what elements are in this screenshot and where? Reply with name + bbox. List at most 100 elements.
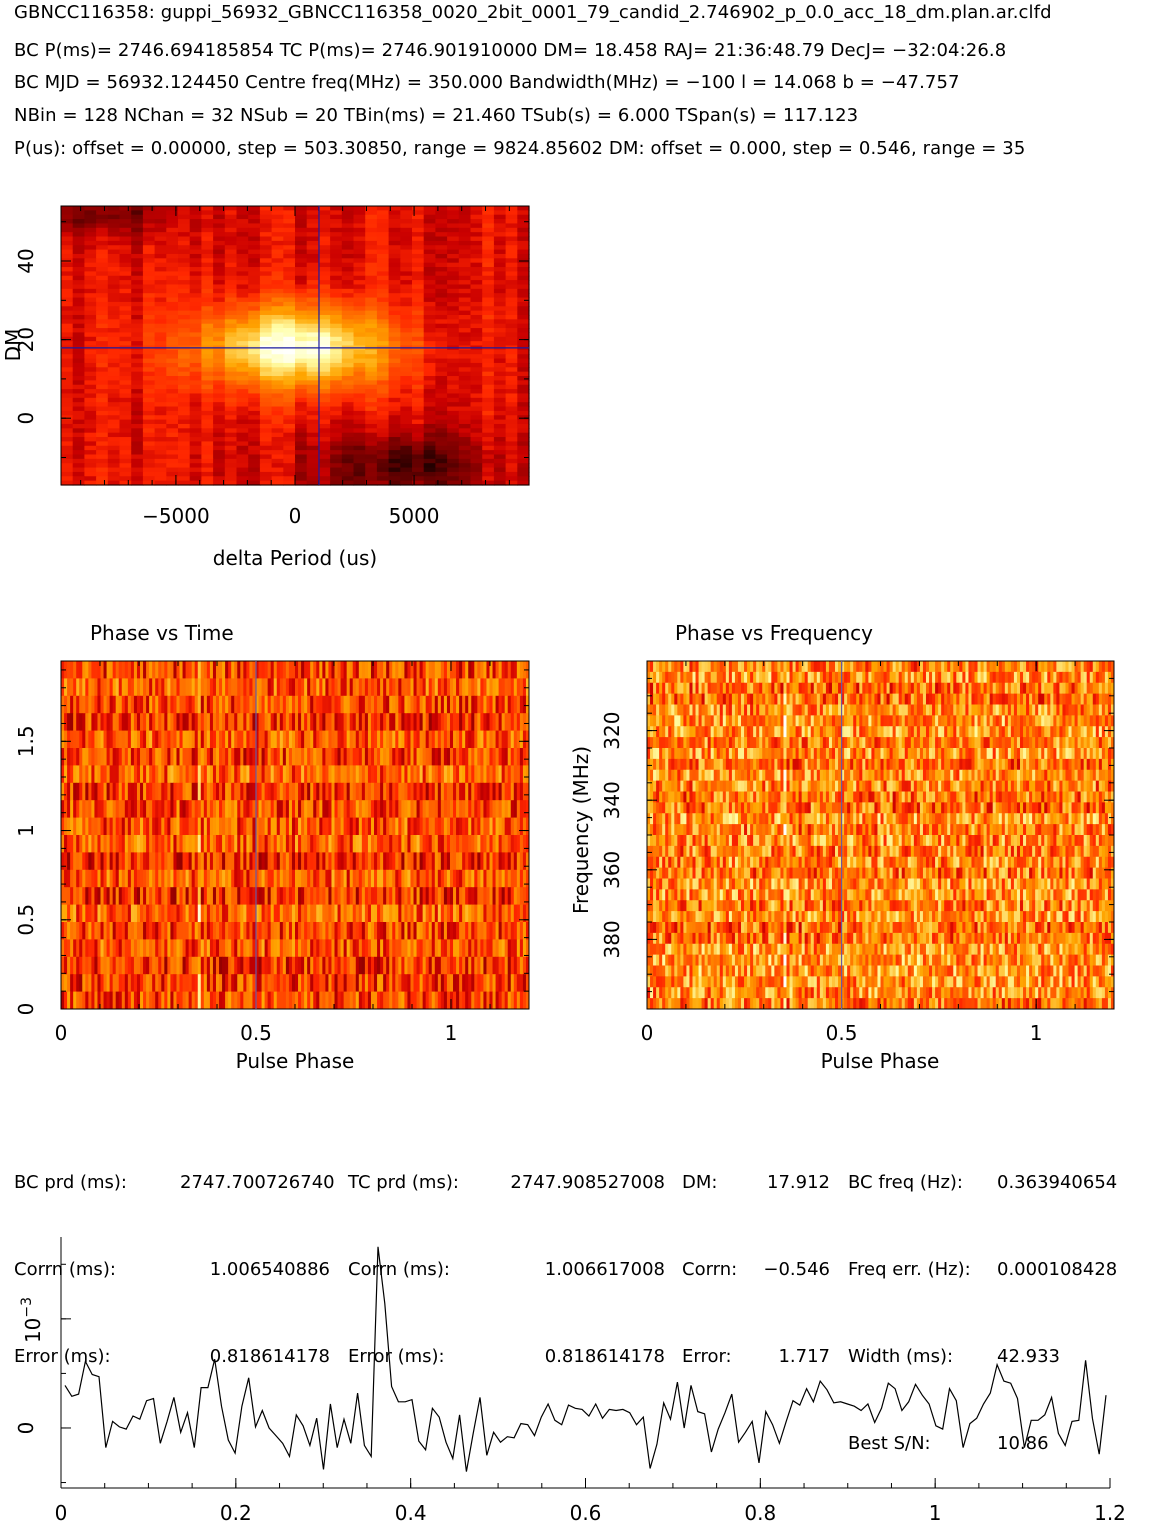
phase-cell <box>316 731 320 749</box>
dm-cell <box>354 393 366 398</box>
phase-cell <box>423 783 427 801</box>
dm-cell <box>190 420 202 425</box>
dm-cell <box>482 398 494 403</box>
dm-cell <box>120 454 132 459</box>
dm-cell <box>342 363 354 368</box>
phase-cell <box>304 835 308 853</box>
dm-cell <box>248 258 260 263</box>
phase-cell <box>307 678 311 696</box>
phase-cell <box>216 713 220 731</box>
phase-cell <box>471 905 475 923</box>
phase-cell <box>483 783 487 801</box>
phase-cell <box>186 713 190 731</box>
phase-cell <box>204 678 208 696</box>
dm-cell <box>166 241 178 246</box>
dm-cell <box>506 206 518 211</box>
phase-cell <box>94 887 98 905</box>
phase-cell <box>462 713 466 731</box>
dm-cell <box>237 215 249 220</box>
dm-cell <box>494 472 506 477</box>
phase-cell <box>511 713 515 731</box>
phase-cell <box>143 731 147 749</box>
phase-cell <box>158 678 162 696</box>
phase-cell <box>158 870 162 888</box>
phase-cell <box>183 835 187 853</box>
phase-cell <box>347 800 351 818</box>
dm-cell <box>377 376 389 381</box>
phase-cell <box>210 852 214 870</box>
phase-cell <box>432 835 436 853</box>
phase-cell <box>167 765 171 783</box>
dm-cell <box>435 468 447 473</box>
dm-cell <box>307 228 319 233</box>
dm-cell <box>166 459 178 464</box>
dm-cell <box>178 407 190 412</box>
phase-cell <box>441 870 445 888</box>
phase-cell <box>316 696 320 714</box>
phase-cell <box>67 870 71 888</box>
dm-cell <box>96 263 108 268</box>
dm-cell <box>517 359 529 364</box>
dm-cell <box>131 219 143 224</box>
phase-cell <box>170 870 174 888</box>
phase-cell <box>146 905 150 923</box>
phase-cell <box>414 731 418 749</box>
dm-cell <box>307 359 319 364</box>
dm-cell <box>424 206 436 211</box>
dm-cell <box>482 337 494 342</box>
dm-cell <box>248 472 260 477</box>
phase-cell <box>146 713 150 731</box>
phase-cell <box>292 678 296 696</box>
dm-cell <box>166 280 178 285</box>
dm-cell <box>459 263 471 268</box>
phase-cell <box>480 818 484 836</box>
dm-cell <box>354 293 366 298</box>
phase-cell <box>489 835 493 853</box>
phase-cell <box>350 800 354 818</box>
phase-cell <box>304 748 308 766</box>
phase-cell <box>155 661 159 679</box>
dm-cell <box>389 289 401 294</box>
phase-cell <box>514 661 518 679</box>
dm-cell <box>330 332 342 337</box>
dm-cell <box>365 363 377 368</box>
dm-cell <box>190 219 202 224</box>
phase-cell <box>319 905 323 923</box>
phase-cell <box>167 696 171 714</box>
phase-cell <box>237 800 241 818</box>
phase-cell <box>222 731 226 749</box>
phase-cell <box>201 800 205 818</box>
dm-cell <box>237 359 249 364</box>
dm-cell <box>400 263 412 268</box>
dm-cell <box>506 293 518 298</box>
dm-cell <box>307 319 319 324</box>
phase-cell <box>189 783 193 801</box>
dm-cell <box>447 250 459 255</box>
dm-cell <box>447 433 459 438</box>
dm-cell <box>424 232 436 237</box>
phase-cell <box>423 852 427 870</box>
dm-cell <box>61 332 73 337</box>
dm-cell <box>447 468 459 473</box>
phase-cell <box>474 905 478 923</box>
dm-cell <box>424 446 436 451</box>
dm-cell <box>84 450 96 455</box>
phase-cell <box>204 731 208 749</box>
dm-cell <box>131 389 143 394</box>
phase-cell <box>511 783 515 801</box>
dm-cell <box>517 237 529 242</box>
phase-cell <box>94 748 98 766</box>
phase-cell <box>173 696 177 714</box>
phase-cell <box>304 678 308 696</box>
dm-cell <box>190 402 202 407</box>
phase-cell <box>480 852 484 870</box>
phase-cell <box>344 748 348 766</box>
dm-cell <box>447 228 459 233</box>
phase-cell <box>91 835 95 853</box>
phase-cell <box>161 852 165 870</box>
dm-cell <box>412 393 424 398</box>
dm-cell <box>307 237 319 242</box>
phase-cell <box>94 905 98 923</box>
dm-cell <box>389 223 401 228</box>
dm-cell <box>108 241 120 246</box>
